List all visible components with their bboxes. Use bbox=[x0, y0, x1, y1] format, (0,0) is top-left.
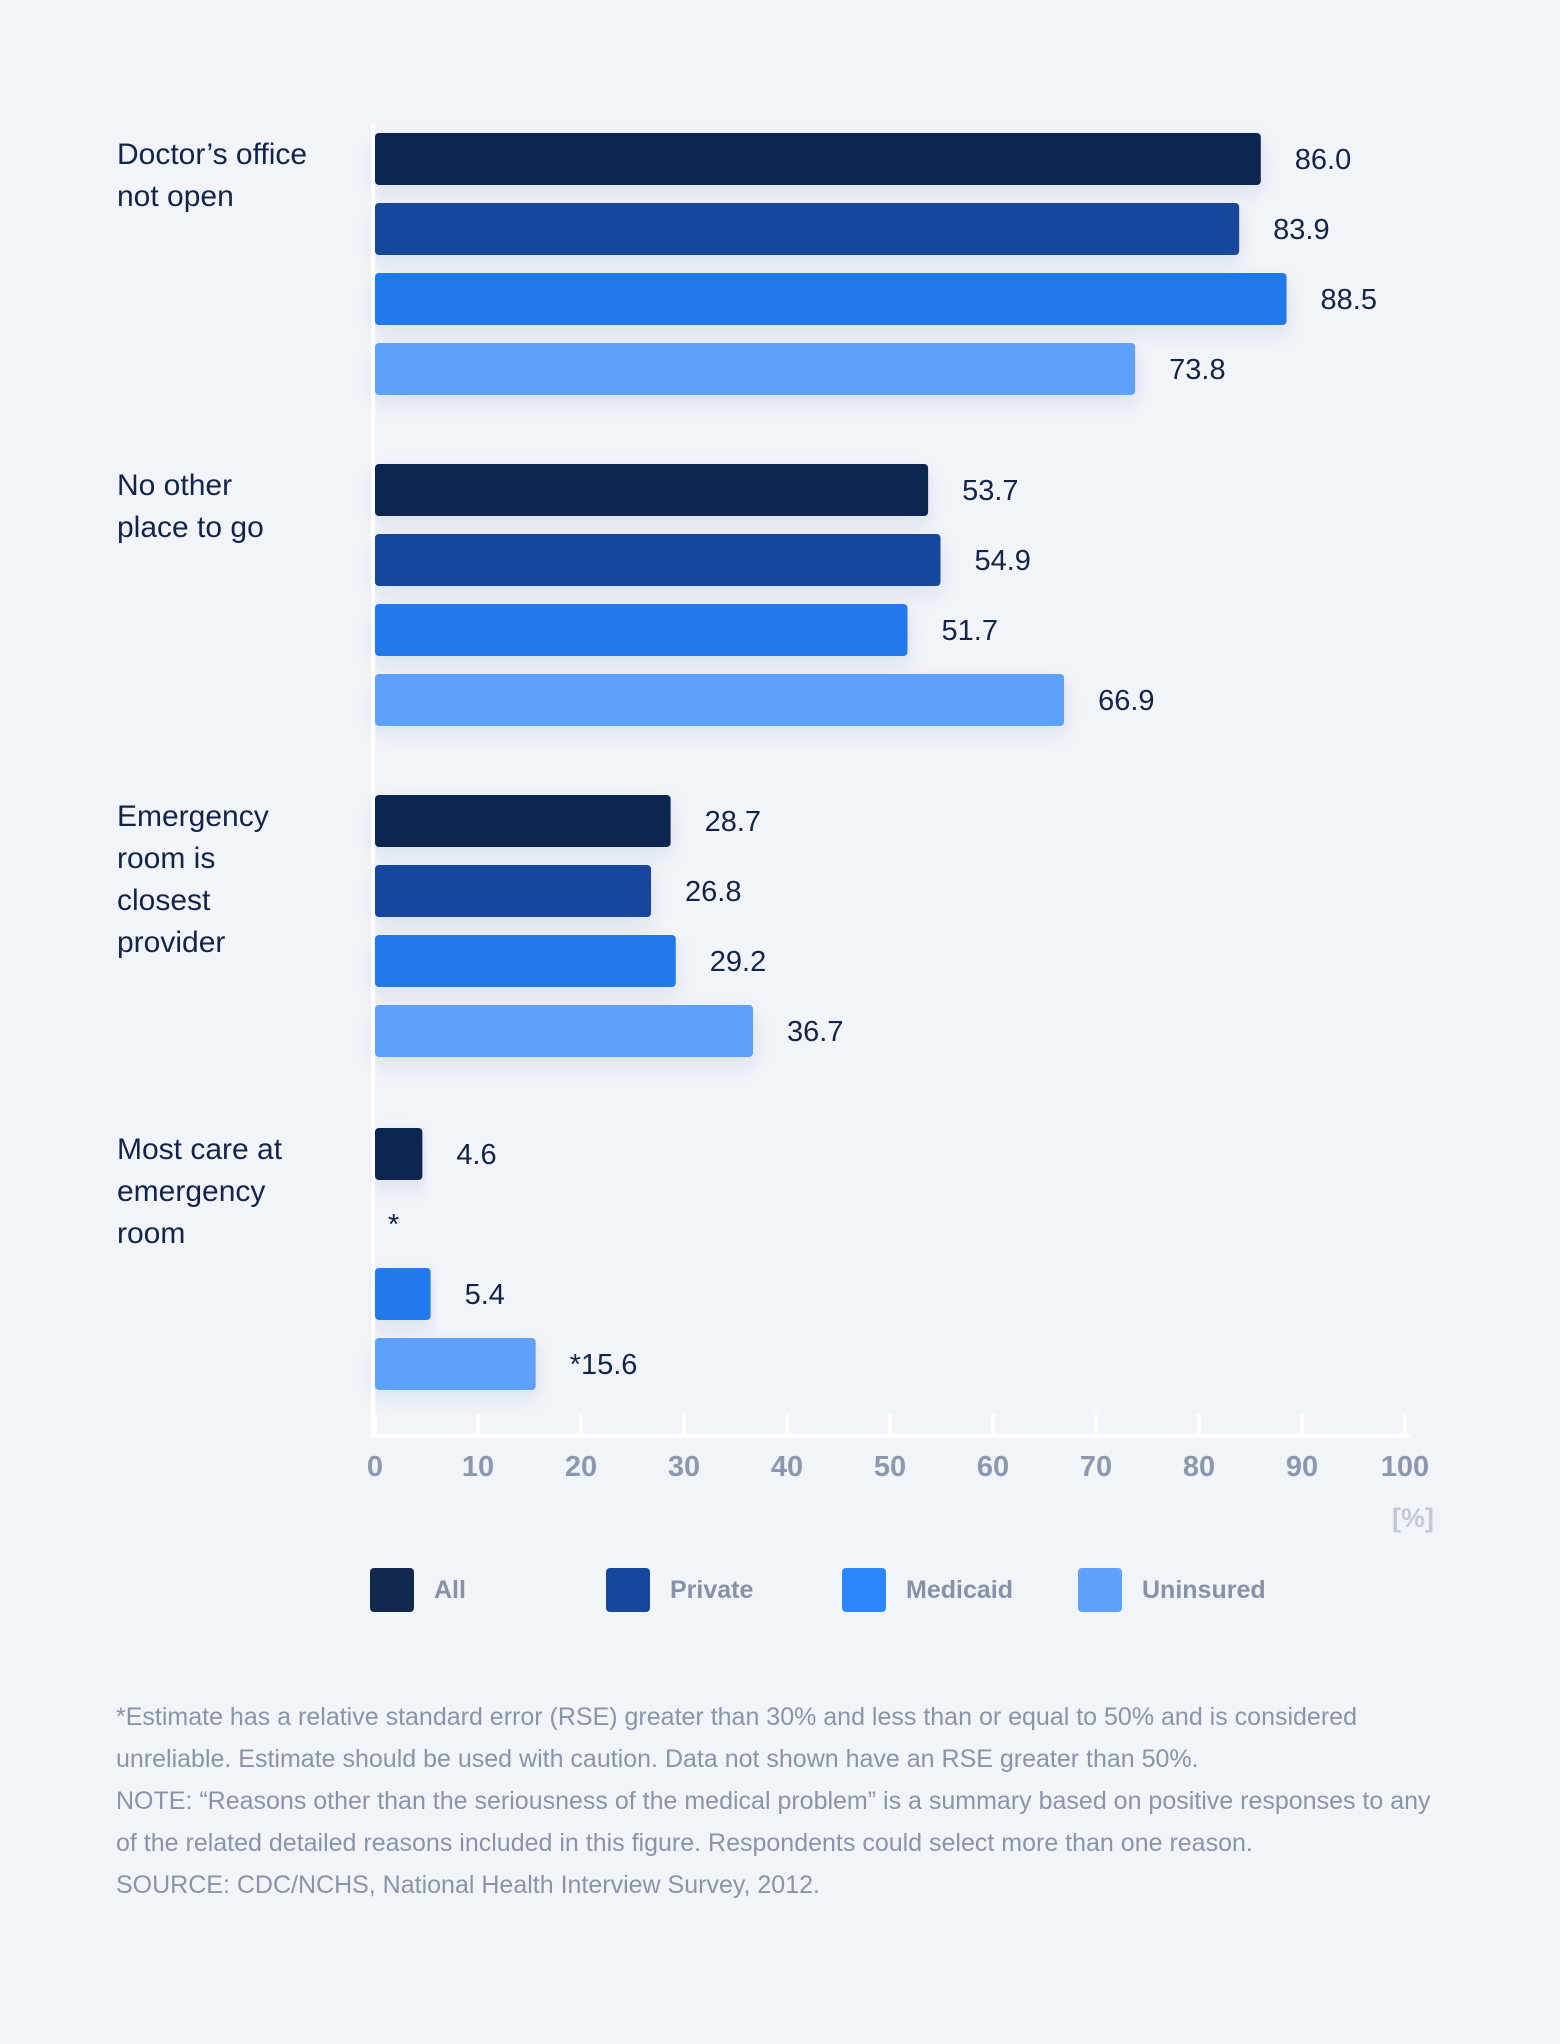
bar-private-3 bbox=[375, 865, 652, 917]
value-label-private-3: 26.8 bbox=[685, 876, 741, 908]
bar-medicaid-1 bbox=[375, 273, 1287, 325]
value-label-all-2: 53.7 bbox=[962, 475, 1018, 507]
legend-label-uninsured: Uninsured bbox=[1142, 1576, 1266, 1604]
x-tick-label-20: 20 bbox=[565, 1451, 597, 1483]
legend-label-all: All bbox=[434, 1576, 466, 1604]
bar-all-3 bbox=[375, 795, 671, 847]
category-label-4: Most care at emergency room bbox=[117, 1133, 283, 1250]
bar-private-1 bbox=[375, 203, 1240, 255]
x-tick-label-10: 10 bbox=[462, 1451, 494, 1483]
bar-uninsured-2 bbox=[375, 674, 1065, 726]
legend-swatch-private bbox=[606, 1568, 650, 1612]
legend-swatch-uninsured bbox=[1078, 1568, 1122, 1612]
bar-uninsured-4 bbox=[375, 1338, 536, 1390]
value-label-all-1: 86.0 bbox=[1295, 144, 1351, 176]
value-label-uninsured-2: 66.9 bbox=[1098, 685, 1154, 717]
chart-legend: All Private Medicaid Uninsured bbox=[370, 1566, 1370, 1616]
footnote-rse: *Estimate has a relative standard error … bbox=[116, 1703, 1357, 1773]
bar-medicaid-4 bbox=[375, 1268, 431, 1320]
x-tick-label-40: 40 bbox=[771, 1451, 803, 1483]
bar-medicaid-2 bbox=[375, 604, 908, 656]
x-tick-label-0: 0 bbox=[367, 1451, 383, 1483]
value-label-medicaid-3: 29.2 bbox=[710, 946, 766, 978]
value-label-all-3: 28.7 bbox=[705, 806, 761, 838]
value-label-private-1: 83.9 bbox=[1273, 214, 1329, 246]
value-label-private-2: 54.9 bbox=[974, 545, 1030, 577]
legend-label-private: Private bbox=[670, 1576, 754, 1604]
legend-swatch-all bbox=[370, 1568, 414, 1612]
bar-uninsured-1 bbox=[375, 343, 1136, 395]
value-label-uninsured-1: 73.8 bbox=[1169, 354, 1225, 386]
value-label-uninsured-3: 36.7 bbox=[787, 1016, 843, 1048]
value-label-uninsured-4: *15.6 bbox=[570, 1349, 638, 1381]
x-tick-label-100: 100 bbox=[1381, 1451, 1429, 1483]
x-tick-label-70: 70 bbox=[1080, 1451, 1112, 1483]
category-label-2: No other place to go bbox=[117, 469, 264, 544]
value-label-medicaid-1: 88.5 bbox=[1321, 284, 1377, 316]
x-axis-unit-label: [%] bbox=[1392, 1503, 1434, 1533]
bar-all-1 bbox=[375, 133, 1261, 185]
legend-label-medicaid: Medicaid bbox=[906, 1576, 1013, 1604]
category-label-3: Emergency room is closest provider bbox=[117, 800, 269, 959]
bar-uninsured-3 bbox=[375, 1005, 754, 1057]
category-label-1: Doctor’s office not open bbox=[117, 138, 307, 213]
x-tick-label-90: 90 bbox=[1286, 1451, 1318, 1483]
value-label-medicaid-4: 5.4 bbox=[465, 1279, 505, 1311]
value-label-private-4: * bbox=[388, 1209, 399, 1241]
bar-all-4 bbox=[375, 1128, 423, 1180]
x-tick-label-30: 30 bbox=[668, 1451, 700, 1483]
x-tick-label-60: 60 bbox=[977, 1451, 1009, 1483]
x-tick-label-80: 80 bbox=[1183, 1451, 1215, 1483]
bar-medicaid-3 bbox=[375, 935, 676, 987]
value-label-medicaid-2: 51.7 bbox=[942, 615, 998, 647]
bar-chart: Doctor’s office not open No other place to … bbox=[117, 125, 1434, 1533]
footnote-note: NOTE: “Reasons other than the seriousnes… bbox=[116, 1787, 1431, 1857]
footnote-source: SOURCE: CDC/NCHS, National Health Interv… bbox=[116, 1871, 820, 1899]
value-label-all-4: 4.6 bbox=[456, 1139, 496, 1171]
x-tick-label-50: 50 bbox=[874, 1451, 906, 1483]
bar-private-2 bbox=[375, 534, 941, 586]
chart-notes: *Estimate has a relative standard error … bbox=[116, 1696, 1436, 1906]
legend-swatch-medicaid bbox=[842, 1568, 886, 1612]
bar-all-2 bbox=[375, 464, 929, 516]
